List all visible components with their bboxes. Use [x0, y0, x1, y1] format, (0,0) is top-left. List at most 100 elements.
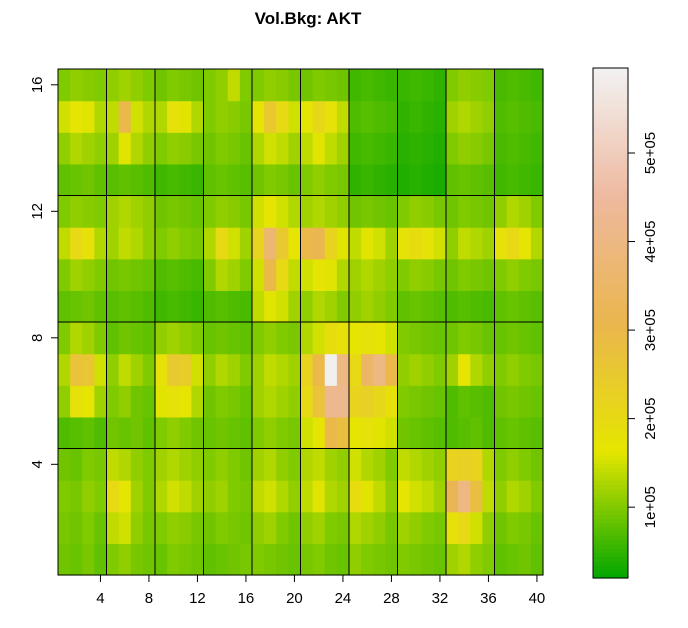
heat-cell [142, 353, 156, 386]
heat-cell [155, 385, 168, 418]
heat-cell [276, 163, 289, 197]
heat-cell [191, 448, 205, 481]
heat-cell [227, 385, 241, 418]
heat-cell [155, 290, 168, 323]
colorbar-slice [593, 425, 628, 430]
heat-cell [421, 480, 435, 513]
colorbar-slice [593, 263, 628, 269]
heat-cell [252, 385, 265, 418]
heat-cell [433, 132, 447, 165]
heat-cell [361, 100, 374, 133]
heat-cell [167, 195, 180, 228]
heat-cell [130, 132, 144, 165]
colorbar-slice [593, 412, 628, 418]
heat-cell [361, 322, 374, 355]
heat-cell [203, 480, 217, 513]
colorbar-slice [593, 289, 628, 294]
heat-cell [179, 195, 192, 228]
heat-cell [288, 163, 302, 197]
heat-cell [239, 322, 253, 355]
heat-cell [142, 385, 156, 418]
heat-cell [58, 69, 71, 102]
heat-cell [409, 480, 423, 513]
colorbar-slice [593, 157, 628, 163]
heat-cell [409, 416, 423, 450]
heat-cell [167, 385, 180, 418]
heat-cell [130, 543, 144, 576]
heat-cell [191, 322, 205, 355]
heat-cell [106, 416, 120, 450]
colorbar-slice [593, 429, 628, 435]
heat-cell [167, 100, 180, 133]
colorbar-slice [593, 174, 628, 180]
heat-cell [227, 163, 241, 197]
heat-cell [409, 195, 423, 228]
heat-cell [155, 69, 168, 102]
heat-cell [324, 543, 338, 576]
heat-cell [397, 480, 411, 513]
colorbar-slice [593, 399, 628, 405]
heat-cell [118, 322, 132, 355]
heat-cell [203, 290, 217, 323]
heat-cell [239, 163, 253, 197]
heat-cell [288, 511, 302, 544]
heat-cell [324, 163, 338, 197]
heat-cell [300, 322, 314, 355]
heat-cell [264, 322, 277, 355]
colorbar-slice [593, 348, 628, 354]
heat-cell [530, 385, 544, 418]
heat-cell [312, 511, 326, 544]
colorbar-slice [593, 446, 628, 452]
heat-cell [264, 290, 277, 323]
heat-cell [288, 448, 302, 481]
heat-cell [409, 69, 423, 102]
heat-cell [167, 543, 180, 576]
heat-cell [300, 480, 314, 513]
heat-cell [458, 195, 471, 228]
heat-cell [446, 69, 459, 102]
heat-cell [361, 448, 374, 481]
heat-cell [155, 163, 168, 197]
heat-cell [215, 448, 229, 481]
heat-cell [264, 195, 277, 228]
heat-cell [106, 480, 120, 513]
heat-cell [324, 416, 338, 450]
heat-cell [312, 132, 326, 165]
heat-cell [252, 132, 265, 165]
heat-cell [82, 385, 95, 418]
colorbar-slice [593, 310, 628, 316]
heat-cell [336, 543, 350, 576]
heat-cell [179, 69, 192, 102]
heat-cell [409, 163, 423, 197]
heat-cell [397, 69, 411, 102]
colorbar-slice [593, 561, 628, 566]
heat-cell [252, 163, 265, 197]
heat-cell [179, 480, 192, 513]
heat-cell [482, 322, 496, 355]
heat-cell [58, 480, 71, 513]
heat-cell [288, 385, 302, 418]
heat-cell [458, 100, 471, 133]
colorbar-slice [593, 165, 628, 171]
heat-cell [215, 480, 229, 513]
heat-cell [385, 322, 399, 355]
heat-cell [409, 100, 423, 133]
heat-cell [142, 448, 156, 481]
heat-cell [494, 258, 508, 291]
heat-cell [530, 543, 544, 576]
heat-cell [506, 290, 520, 323]
heat-cell [361, 511, 374, 544]
heat-cell [409, 290, 423, 323]
heat-cell [349, 480, 362, 513]
colorbar-slice [593, 246, 628, 252]
heat-cell [470, 163, 483, 197]
heat-cell [264, 163, 277, 197]
heat-cell [70, 163, 83, 197]
heat-cell [82, 322, 95, 355]
heat-cell [82, 132, 95, 165]
heat-cell [433, 322, 447, 355]
heat-cell [130, 416, 144, 450]
heat-cell [118, 69, 132, 102]
heat-cell [106, 385, 120, 418]
heat-cell [300, 227, 314, 260]
